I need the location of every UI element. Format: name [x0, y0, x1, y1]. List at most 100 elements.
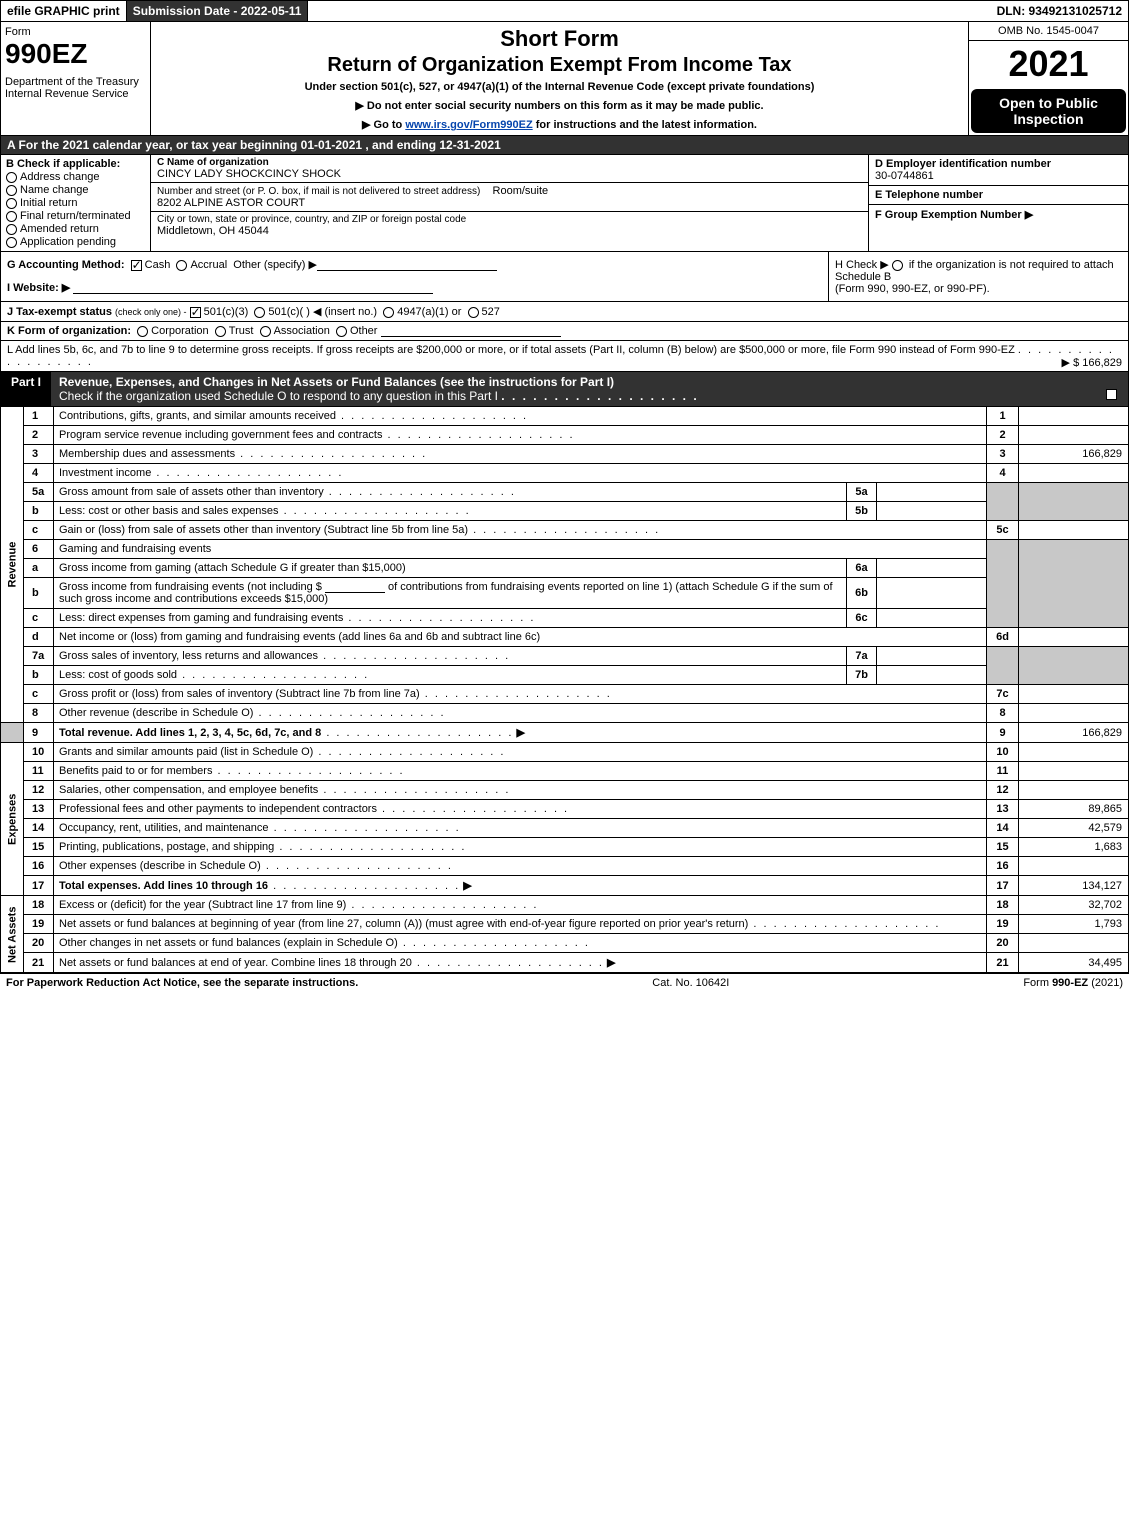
j-label: J Tax-exempt status	[7, 306, 112, 318]
c-street-block: Number and street (or P. O. box, if mail…	[151, 183, 868, 212]
line1-amt	[1019, 407, 1129, 426]
row-k: K Form of organization: Corporation Trus…	[0, 322, 1129, 341]
part1-tag: Part I	[1, 372, 51, 406]
checkbox-scho-icon[interactable]	[1106, 389, 1117, 400]
tax-year: 2021	[969, 41, 1128, 87]
checkbox-501c3-icon[interactable]	[190, 307, 201, 318]
efile-print[interactable]: efile GRAPHIC print	[1, 1, 127, 21]
room-label: Room/suite	[493, 185, 549, 197]
checkbox-527-icon[interactable]	[468, 307, 479, 318]
k-other-input[interactable]	[381, 336, 561, 337]
dept-treasury: Department of the Treasury Internal Reve…	[5, 76, 146, 100]
checkbox-icon[interactable]	[6, 198, 17, 209]
f-label: F Group Exemption Number ▶	[875, 208, 1122, 221]
other-specify-input[interactable]	[317, 270, 497, 271]
city-state-zip: Middletown, OH 45044	[157, 225, 862, 237]
checkbox-icon[interactable]	[6, 237, 17, 248]
checkbox-h-icon[interactable]	[892, 260, 903, 271]
footer-left: For Paperwork Reduction Act Notice, see …	[6, 977, 358, 989]
line10-amt	[1019, 743, 1129, 762]
net-assets-side-label: Net Assets	[1, 896, 24, 973]
goto-post: for instructions and the latest informat…	[533, 119, 757, 131]
revenue-side-label: Revenue	[1, 407, 24, 723]
street-address: 8202 ALPINE ASTOR COURT	[157, 197, 862, 209]
line21-amt: 34,495	[1019, 953, 1129, 973]
line15-amt: 1,683	[1019, 838, 1129, 857]
checkbox-accrual-icon[interactable]	[176, 260, 187, 271]
g-accounting: G Accounting Method: Cash Accrual Other …	[1, 252, 828, 301]
col-def: D Employer identification number 30-0744…	[868, 155, 1128, 251]
e-block: E Telephone number	[869, 186, 1128, 205]
line2-amt	[1019, 426, 1129, 445]
f-block: F Group Exemption Number ▶	[869, 205, 1128, 251]
line19-amt: 1,793	[1019, 915, 1129, 934]
line5b-amt	[877, 502, 987, 521]
b-opt-amended: Amended return	[6, 223, 145, 235]
form-title: Return of Organization Exempt From Incom…	[159, 54, 960, 77]
row-j: J Tax-exempt status (check only one) - 5…	[0, 302, 1129, 322]
page-footer: For Paperwork Reduction Act Notice, see …	[0, 973, 1129, 992]
c-name-block: C Name of organization CINCY LADY SHOCKC…	[151, 155, 868, 183]
b-opt-final: Final return/terminated	[6, 210, 145, 222]
line5c-amt	[1019, 521, 1129, 540]
org-name: CINCY LADY SHOCKCINCY SHOCK	[157, 168, 862, 180]
d-block: D Employer identification number 30-0744…	[869, 155, 1128, 186]
under-section: Under section 501(c), 527, or 4947(a)(1)…	[159, 81, 960, 93]
open-to-public: Open to Public Inspection	[971, 89, 1126, 133]
line7c-amt	[1019, 685, 1129, 704]
form-word: Form	[5, 26, 146, 38]
col-b: B Check if applicable: Address change Na…	[1, 155, 151, 251]
line6b-contrib-input[interactable]	[325, 592, 385, 593]
section-bcdef: B Check if applicable: Address change Na…	[0, 155, 1129, 252]
footer-mid: Cat. No. 10642I	[358, 977, 1023, 989]
line8-amt	[1019, 704, 1129, 723]
checkbox-assoc-icon[interactable]	[260, 326, 271, 337]
checkbox-trust-icon[interactable]	[215, 326, 226, 337]
c-name-label: C Name of organization	[157, 157, 862, 168]
submission-date: Submission Date - 2022-05-11	[127, 1, 309, 21]
line6c-amt	[877, 609, 987, 628]
checkbox-cash-icon[interactable]	[131, 260, 142, 271]
checkbox-corp-icon[interactable]	[137, 326, 148, 337]
line9-amt: 166,829	[1019, 723, 1129, 743]
checkbox-icon[interactable]	[6, 211, 17, 222]
irs-link[interactable]: www.irs.gov/Form990EZ	[405, 119, 532, 131]
part1-table: Revenue 1 Contributions, gifts, grants, …	[0, 407, 1129, 973]
line7a-amt	[877, 647, 987, 666]
checkbox-4947-icon[interactable]	[383, 307, 394, 318]
part1-header: Part I Revenue, Expenses, and Changes in…	[0, 372, 1129, 407]
goto-pre: ▶ Go to	[362, 119, 405, 131]
checkbox-501c-icon[interactable]	[254, 307, 265, 318]
expenses-side-label: Expenses	[1, 743, 24, 896]
line20-amt	[1019, 934, 1129, 953]
col-c: C Name of organization CINCY LADY SHOCKC…	[151, 155, 868, 251]
line6a-amt	[877, 559, 987, 578]
header-right: OMB No. 1545-0047 2021 Open to Public In…	[968, 22, 1128, 135]
header-left: Form 990EZ Department of the Treasury In…	[1, 22, 151, 135]
line18-amt: 32,702	[1019, 896, 1129, 915]
b-label: B Check if applicable:	[6, 158, 145, 170]
line16-amt	[1019, 857, 1129, 876]
checkbox-other-icon[interactable]	[336, 326, 347, 337]
street-label: Number and street (or P. O. box, if mail…	[157, 186, 480, 197]
dln: DLN: 93492131025712	[991, 1, 1128, 21]
l-amount: ▶ $ 166,829	[1062, 356, 1122, 369]
checkbox-icon[interactable]	[6, 172, 17, 183]
line7b-amt	[877, 666, 987, 685]
g-label: G Accounting Method:	[7, 259, 125, 271]
checkbox-icon[interactable]	[6, 224, 17, 235]
line17-amt: 134,127	[1019, 876, 1129, 896]
line6b-amt	[877, 578, 987, 609]
form-header: Form 990EZ Department of the Treasury In…	[0, 22, 1129, 136]
d-label: D Employer identification number	[875, 158, 1122, 170]
l-text: L Add lines 5b, 6c, and 7b to line 9 to …	[7, 344, 1015, 356]
b-opt-name: Name change	[6, 184, 145, 196]
website-input[interactable]	[73, 293, 433, 294]
line5a-amt	[877, 483, 987, 502]
short-form-label: Short Form	[159, 26, 960, 52]
part1-title: Revenue, Expenses, and Changes in Net As…	[51, 372, 1128, 406]
i-label: I Website: ▶	[7, 282, 70, 294]
checkbox-icon[interactable]	[6, 185, 17, 196]
header-middle: Short Form Return of Organization Exempt…	[151, 22, 968, 135]
h-schedule-b: H Check ▶ if the organization is not req…	[828, 252, 1128, 301]
